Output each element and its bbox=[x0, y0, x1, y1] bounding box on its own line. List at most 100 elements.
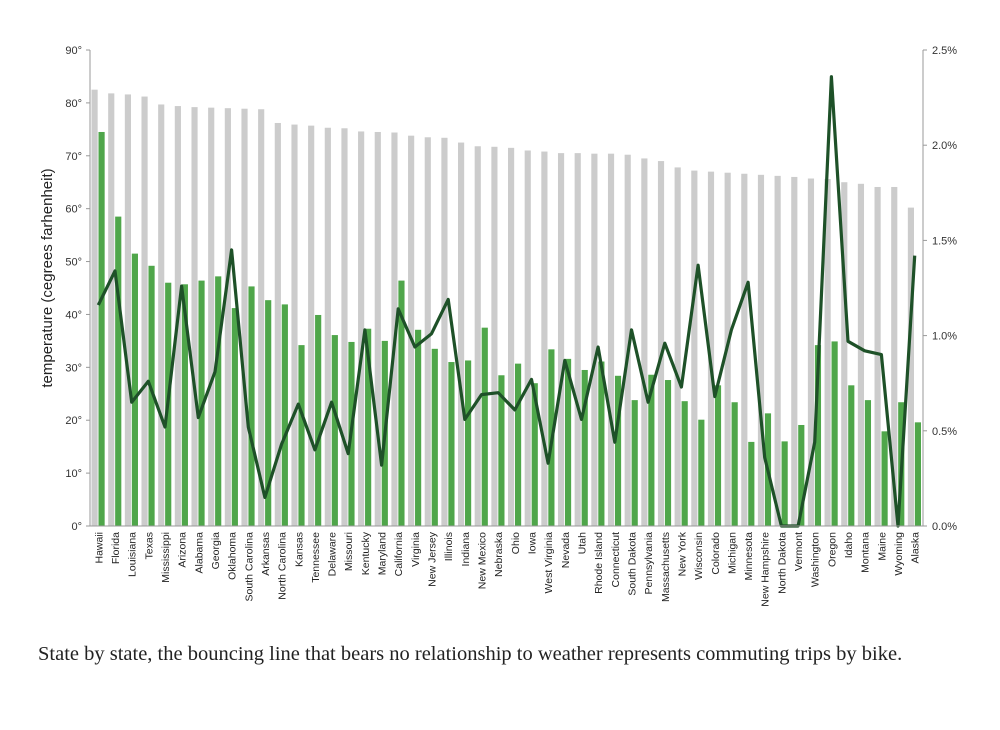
x-category-label: Wyoming bbox=[893, 532, 905, 576]
bar-low-temp bbox=[814, 345, 822, 526]
x-category-label: Michigan bbox=[726, 532, 738, 574]
x-category-label: Nevada bbox=[560, 532, 572, 568]
bar-high-temp bbox=[124, 94, 131, 526]
bar-high-temp bbox=[574, 153, 581, 526]
bar-low-temp bbox=[614, 375, 622, 526]
bar-low-temp bbox=[714, 385, 722, 526]
bar-high-temp bbox=[857, 183, 865, 526]
x-category-label: Alaska bbox=[910, 532, 922, 564]
bar-low-temp bbox=[864, 400, 872, 526]
x-category-label: Rhode Island bbox=[593, 532, 605, 594]
bar-low-temp bbox=[848, 385, 855, 526]
y-tick-label: 60° bbox=[65, 204, 82, 216]
x-category-label: New Mexico bbox=[477, 532, 489, 589]
x-category-label: Minnesota bbox=[743, 532, 755, 581]
x-category-label: New Jersey bbox=[427, 531, 439, 587]
bar-low-temp bbox=[914, 422, 922, 526]
bar-high-temp bbox=[491, 146, 498, 526]
bars bbox=[91, 89, 922, 527]
bar-high-temp bbox=[341, 128, 348, 526]
x-category-label: Washington bbox=[810, 532, 822, 587]
bar-high-temp bbox=[674, 167, 681, 526]
bar-low-temp bbox=[831, 341, 838, 526]
y2-tick-label: 1.0% bbox=[932, 331, 957, 343]
bar-low-temp bbox=[248, 286, 255, 526]
x-category-label: Idaho bbox=[843, 532, 855, 558]
bar-low-temp bbox=[781, 441, 788, 526]
x-category-label: Oklahoma bbox=[227, 532, 239, 580]
bar-high-temp bbox=[308, 125, 315, 527]
bar-low-temp bbox=[731, 402, 738, 526]
bike-commute-line bbox=[96, 75, 917, 528]
x-category-label: Kansas bbox=[293, 532, 305, 567]
x-category-label: Louisiana bbox=[127, 532, 139, 577]
x-category-label: North Carolina bbox=[277, 532, 289, 600]
bar-high-temp bbox=[907, 207, 915, 526]
bar-high-temp bbox=[891, 186, 898, 526]
bar-high-temp bbox=[241, 108, 248, 526]
x-category-label: Texas bbox=[143, 532, 155, 559]
bar-low-temp bbox=[514, 363, 522, 526]
x-category-label: New York bbox=[676, 531, 688, 576]
bar-high-temp bbox=[791, 176, 798, 526]
bar-low-temp bbox=[648, 374, 655, 526]
x-category-label: South Carolina bbox=[243, 532, 255, 602]
x-category-label: Maine bbox=[876, 532, 888, 561]
x-category-label: Nebraska bbox=[493, 532, 505, 577]
x-category-label: Pennsylvania bbox=[643, 532, 655, 595]
bar-high-temp bbox=[474, 146, 481, 526]
bar-high-temp bbox=[557, 153, 565, 526]
bar-high-temp bbox=[441, 137, 448, 526]
bar-low-temp bbox=[564, 358, 572, 526]
bar-low-temp bbox=[664, 380, 672, 526]
bar-high-temp bbox=[458, 142, 465, 527]
bar-high-temp bbox=[757, 174, 765, 526]
bar-high-temp bbox=[607, 153, 615, 526]
bar-low-temp bbox=[481, 327, 488, 526]
bar-low-temp bbox=[148, 265, 155, 526]
bar-low-temp bbox=[98, 131, 105, 526]
x-category-label: Kentucky bbox=[360, 531, 372, 575]
bar-low-temp bbox=[131, 253, 138, 526]
y2-tick-label: 2.0% bbox=[932, 140, 957, 152]
y-tick-label: 30° bbox=[65, 362, 82, 374]
x-category-label: Connecticut bbox=[610, 532, 622, 588]
bar-low-temp bbox=[798, 424, 805, 526]
x-category-label: California bbox=[393, 532, 405, 577]
x-category-label: Vermont bbox=[793, 532, 805, 571]
x-category-label: Hawaii bbox=[93, 532, 105, 564]
x-category-label: Ohio bbox=[510, 532, 522, 554]
bar-high-temp bbox=[141, 96, 148, 526]
chart: 0° 10° 20° 30° 40° 50° 60° 70° 80° 90° 0.0% 0.5% 1.0… bbox=[39, 45, 957, 607]
bar-high-temp bbox=[507, 147, 515, 526]
bar-high-temp bbox=[774, 175, 781, 526]
bar-low-temp bbox=[415, 329, 422, 526]
bar-low-temp bbox=[698, 419, 705, 526]
bar-low-temp bbox=[298, 345, 305, 526]
bar-low-temp bbox=[431, 348, 438, 526]
bar-low-temp bbox=[498, 375, 505, 526]
x-category-label: South Dakota bbox=[626, 532, 638, 596]
x-category-label: Wisconsin bbox=[693, 532, 705, 580]
bar-high-temp bbox=[524, 150, 531, 526]
bar-low-temp bbox=[265, 300, 272, 526]
bar-high-temp bbox=[691, 170, 698, 526]
y-tick-label: 10° bbox=[65, 468, 82, 480]
bar-low-temp bbox=[748, 441, 755, 526]
bar-low-temp bbox=[215, 276, 222, 526]
y2-tick-label: 1.5% bbox=[932, 235, 957, 247]
x-category-label: Georgia bbox=[210, 532, 222, 570]
x-category-label: Colorado bbox=[710, 532, 722, 575]
bar-low-temp bbox=[281, 304, 288, 526]
x-category-label: Montana bbox=[860, 532, 872, 573]
x-category-label: Mississippi bbox=[160, 532, 172, 583]
x-category-label: Utah bbox=[576, 532, 588, 554]
x-category-label: Maryland bbox=[377, 532, 389, 575]
x-category-label: Iowa bbox=[526, 532, 538, 554]
bar-low-temp bbox=[598, 361, 605, 526]
x-category-label: Illinois bbox=[443, 532, 455, 561]
bar-high-temp bbox=[641, 158, 648, 526]
bar-high-temp bbox=[158, 104, 165, 526]
x-category-label: West Virginia bbox=[543, 532, 555, 594]
bar-high-temp bbox=[258, 109, 265, 526]
